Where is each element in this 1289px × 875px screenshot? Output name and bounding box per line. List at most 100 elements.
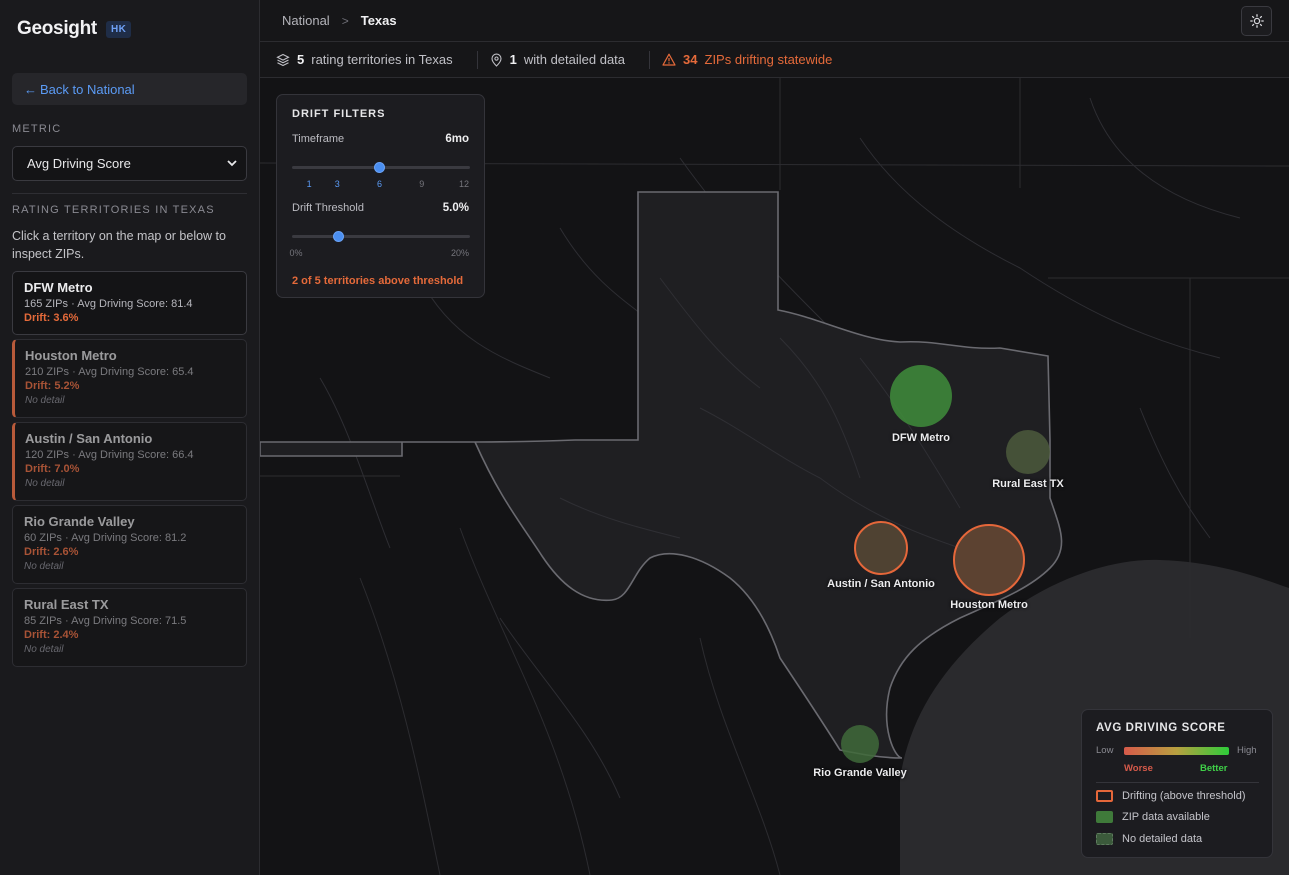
drift-count: 34 [683, 52, 698, 67]
timeframe-tick[interactable]: 3 [334, 179, 340, 189]
territory-note: No detail [25, 395, 65, 406]
legend-high: High [1237, 745, 1257, 756]
timeframe-tick[interactable]: 12 [458, 179, 470, 189]
legend-divider [1096, 782, 1259, 783]
threshold-slider[interactable] [292, 231, 470, 242]
detailed-count: 1 [509, 52, 517, 67]
legend-label: No detailed data [1122, 833, 1203, 845]
territory-meta: 120 ZIPs · Avg Driving Score: 66.4 [25, 449, 194, 461]
territories-count: 5 [297, 52, 305, 67]
label-dfw-metro[interactable]: DFW Metro [891, 432, 951, 444]
territories-hint: Click a territory on the map or below to… [12, 229, 226, 261]
brand-name: Geosight [17, 18, 97, 39]
legend-item-zip-data: ZIP data available [1096, 811, 1210, 823]
top-bar: National > Texas [260, 0, 1289, 42]
territory-card-rural-east-tx[interactable]: Rural East TX 85 ZIPs · Avg Driving Scor… [12, 588, 247, 667]
drift-warning-stat: 34 ZIPs drifting statewide [649, 50, 844, 69]
back-button-label: Back to National [40, 81, 135, 97]
timeframe-row: Timeframe 6mo [292, 133, 469, 145]
territory-drift: Drift: 2.6% [24, 546, 79, 558]
territories-count-stat: 5 rating territories in Texas [276, 51, 465, 69]
warning-triangle-icon [662, 53, 676, 66]
arrow-left-icon: ← [24, 81, 37, 97]
territories-section-label: RATING TERRITORIES IN TEXAS [12, 204, 215, 216]
territory-name: Austin / San Antonio [25, 431, 153, 446]
territory-drift: Drift: 3.6% [24, 312, 79, 324]
metric-select-value: Avg Driving Score [27, 156, 131, 171]
chevron-right-icon: > [341, 13, 349, 28]
sidebar-divider [12, 193, 247, 194]
threshold-row: Drift Threshold 5.0% [292, 202, 469, 214]
bubble-dfw-metro[interactable] [890, 365, 952, 427]
timeframe-tick[interactable]: 9 [419, 179, 425, 189]
territory-name: Rio Grande Valley [24, 514, 135, 529]
sidebar: Geosight HK ← Back to National METRIC Av… [0, 0, 260, 875]
legend-title: AVG DRIVING SCORE [1096, 722, 1226, 734]
bubble-rural-east-tx[interactable] [1006, 430, 1050, 474]
brand-badge: HK [105, 20, 132, 38]
detailed-text: with detailed data [523, 52, 626, 67]
timeframe-tick[interactable]: 1 [306, 179, 312, 189]
threshold-max-label: 20% [450, 248, 470, 258]
timeframe-label: Timeframe [292, 133, 345, 145]
territory-note: No detail [25, 478, 65, 489]
territory-name: DFW Metro [24, 280, 93, 295]
legend-swatch-no-data [1096, 833, 1113, 845]
legend-label: Drifting (above threshold) [1122, 790, 1246, 802]
territory-note: No detail [24, 561, 64, 572]
legend-swatch-drifting [1096, 790, 1113, 802]
territory-card-rio-grande-valley[interactable]: Rio Grande Valley 60 ZIPs · Avg Driving … [12, 505, 247, 584]
map-pin-icon [491, 53, 502, 67]
territory-bubbles [841, 365, 1050, 763]
territory-card-houston-metro[interactable]: Houston Metro 210 ZIPs · Avg Driving Sco… [12, 339, 247, 418]
legend-low: Low [1096, 745, 1114, 756]
bubble-houston-metro[interactable] [953, 524, 1025, 596]
threshold-summary: 2 of 5 territories above threshold [292, 275, 464, 287]
label-rio-grande-valley[interactable]: Rio Grande Valley [813, 767, 907, 779]
territory-drift: Drift: 2.4% [24, 629, 79, 641]
layers-icon [276, 53, 290, 66]
label-rural-east-tx[interactable]: Rural East TX [992, 478, 1064, 490]
chevron-down-icon [227, 160, 237, 167]
timeframe-slider[interactable] [292, 162, 470, 173]
breadcrumb-current: Texas [360, 13, 397, 28]
threshold-slider-thumb[interactable] [332, 231, 344, 242]
theme-toggle-button[interactable] [1241, 6, 1272, 36]
territory-meta: 85 ZIPs · Avg Driving Score: 71.5 [24, 615, 187, 627]
back-to-national-button[interactable]: ← Back to National [12, 73, 247, 105]
drift-filters-panel: DRIFT FILTERS Timeframe 6mo 1 3 6 9 12 D… [276, 94, 485, 298]
territory-name: Rural East TX [24, 597, 109, 612]
legend-gradient [1124, 747, 1229, 755]
legend-better: Better [1200, 763, 1228, 774]
filters-title: DRIFT FILTERS [292, 108, 386, 120]
metric-section-label: METRIC [12, 123, 62, 135]
timeframe-value: 6mo [445, 133, 469, 145]
label-austin-san-antonio[interactable]: Austin / San Antonio [827, 578, 935, 590]
detailed-data-stat: 1 with detailed data [476, 50, 637, 69]
territory-note: No detail [24, 644, 64, 655]
texas-rivers [559, 277, 961, 549]
territories-count-text: rating territories in Texas [311, 52, 453, 67]
territory-card-dfw-metro[interactable]: DFW Metro 165 ZIPs · Avg Driving Score: … [12, 271, 247, 335]
drift-text: ZIPs drifting statewide [704, 52, 833, 67]
territory-meta: 210 ZIPs · Avg Driving Score: 65.4 [25, 366, 194, 378]
sun-icon [1249, 14, 1264, 28]
timeframe-tick[interactable]: 6 [376, 179, 383, 189]
metric-select[interactable]: Avg Driving Score [12, 146, 247, 181]
territory-drift: Drift: 7.0% [25, 463, 80, 475]
bubble-austin-san-antonio[interactable] [854, 521, 908, 575]
legend: AVG DRIVING SCORE Low High Worse Better … [1081, 709, 1273, 858]
threshold-value: 5.0% [442, 202, 469, 214]
breadcrumb: National > Texas [282, 13, 397, 28]
breadcrumb-national-link[interactable]: National [282, 13, 330, 28]
bubble-rio-grande-valley[interactable] [841, 725, 879, 763]
label-houston-metro[interactable]: Houston Metro [950, 599, 1028, 611]
legend-item-no-data: No detailed data [1096, 833, 1202, 845]
status-bar: 5 rating territories in Texas 1 with det… [260, 42, 1289, 78]
territory-meta: 165 ZIPs · Avg Driving Score: 81.4 [24, 298, 193, 310]
texas-outline [260, 191, 1063, 759]
timeframe-slider-thumb[interactable] [374, 162, 385, 173]
territory-drift: Drift: 5.2% [25, 380, 80, 392]
territory-card-austin-san-antonio[interactable]: Austin / San Antonio 120 ZIPs · Avg Driv… [12, 422, 247, 501]
brand: Geosight HK [17, 18, 132, 40]
